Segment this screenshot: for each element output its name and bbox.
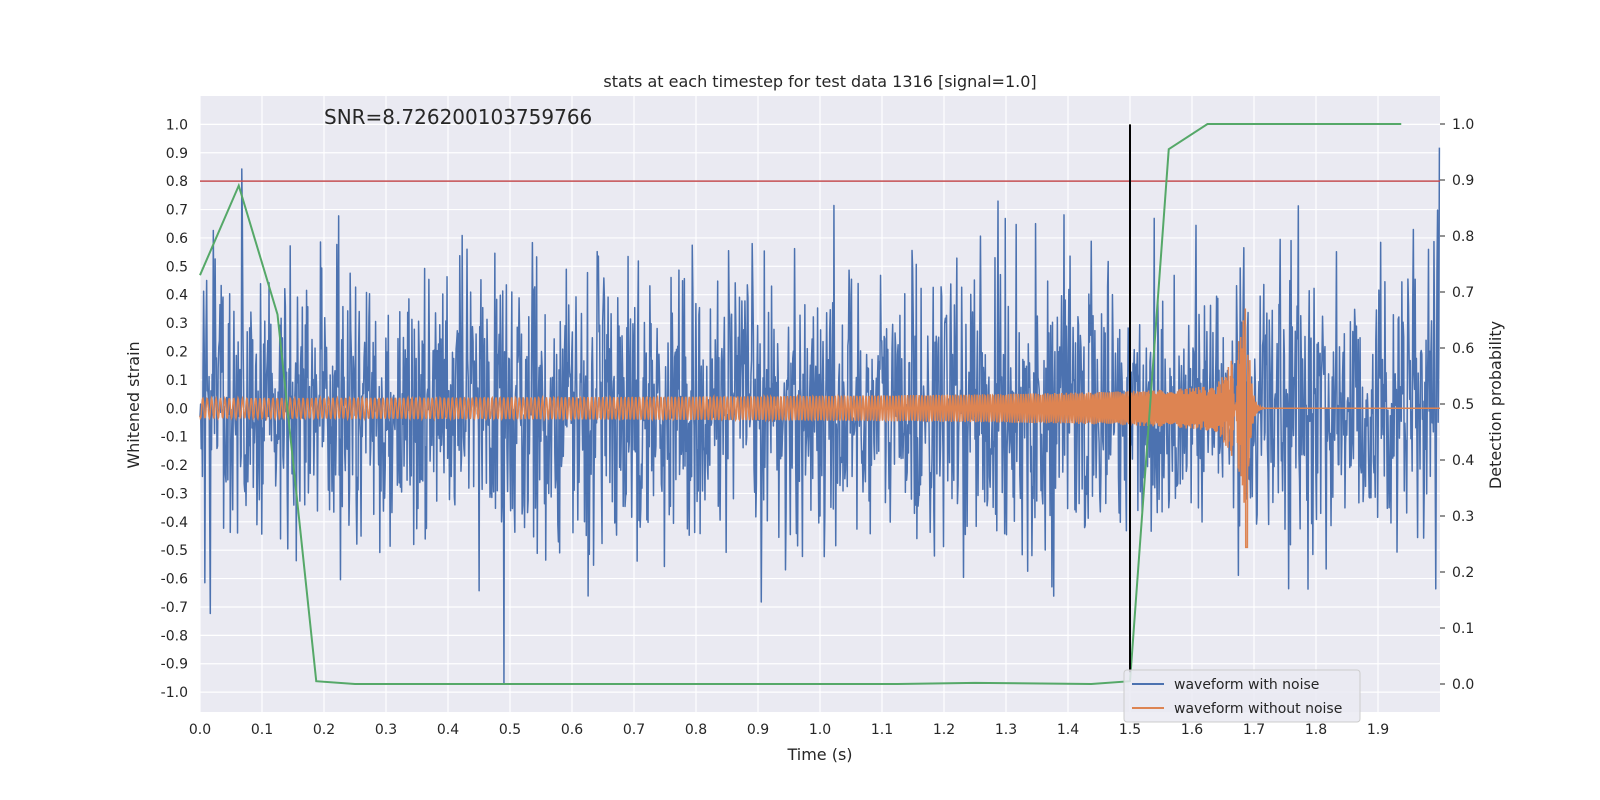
y-tick-label: -0.8 bbox=[161, 628, 188, 644]
y-tick-label: 0.5 bbox=[166, 259, 188, 275]
x-tick-label: 1.0 bbox=[809, 722, 831, 738]
snr-annotation: SNR=8.726200103759766 bbox=[324, 105, 592, 129]
chart-title: stats at each timestep for test data 131… bbox=[603, 72, 1036, 91]
x-tick-label: 0.4 bbox=[437, 722, 459, 738]
y2-tick-label: 0.0 bbox=[1452, 677, 1474, 693]
legend-box bbox=[1123, 669, 1361, 723]
y-tick-label: 0.2 bbox=[166, 344, 188, 360]
x-axis-label: Time (s) bbox=[786, 745, 852, 764]
series-detection-probability bbox=[199, 123, 1402, 686]
y-tick-label: 0.4 bbox=[166, 288, 188, 304]
x-tick-label: 0.1 bbox=[251, 722, 273, 738]
x-tick-label: 0.3 bbox=[375, 722, 397, 738]
series-layer bbox=[199, 123, 1441, 686]
x-tick-label: 1.8 bbox=[1305, 722, 1327, 738]
x-tick-label: 0.6 bbox=[561, 722, 583, 738]
y-tick-label: 0.3 bbox=[166, 316, 188, 332]
x-tick-label: 1.7 bbox=[1243, 722, 1265, 738]
y2-tick-label: 0.5 bbox=[1452, 397, 1474, 413]
y2-tick-label: 0.1 bbox=[1452, 621, 1474, 637]
y2-tick-label: 0.4 bbox=[1452, 453, 1474, 469]
y-tick-label: 0.1 bbox=[166, 373, 188, 389]
y-tick-label: 0.7 bbox=[166, 203, 188, 219]
y-tick-labels: 1.0 0.9 0.8 0.7 0.6 0.5 0.4 0.3 0.2 0.1 0.0 -0.1 -0.… bbox=[161, 117, 188, 701]
y-tick-label: -0.7 bbox=[161, 600, 188, 616]
x-tick-label: 1.3 bbox=[995, 722, 1017, 738]
x-tick-label: 1.9 bbox=[1367, 722, 1389, 738]
x-tick-label: 0.7 bbox=[623, 722, 645, 738]
y-axis-label: Whitened strain bbox=[124, 341, 143, 468]
x-tick-label: 1.1 bbox=[871, 722, 893, 738]
y-tick-label: -0.6 bbox=[161, 572, 188, 588]
x-tick-label: 0.8 bbox=[685, 722, 707, 738]
x-tick-label: 0.2 bbox=[313, 722, 335, 738]
y-tick-label: -0.2 bbox=[161, 458, 188, 474]
y2-tick-label: 0.9 bbox=[1452, 173, 1474, 189]
y-tick-label: -0.5 bbox=[161, 543, 188, 559]
y-tick-label: 0.8 bbox=[166, 174, 188, 190]
x-tick-labels: 0.0 0.1 0.2 0.3 0.4 0.5 0.6 0.7 0.8 0.9 1.0 1.1 1.2 1… bbox=[189, 722, 1389, 738]
x-tick-label: 1.5 bbox=[1119, 722, 1141, 738]
y2-tick-label: 1.0 bbox=[1452, 117, 1474, 133]
y-tick-label: -1.0 bbox=[161, 685, 188, 701]
y2-tick-label: 0.3 bbox=[1452, 509, 1474, 525]
x-tick-label: 1.4 bbox=[1057, 722, 1079, 738]
y2-tick-label: 0.2 bbox=[1452, 565, 1474, 581]
x-tick-label: 0.9 bbox=[747, 722, 769, 738]
x-tick-label: 0.5 bbox=[499, 722, 521, 738]
y2-tick-label: 0.7 bbox=[1452, 285, 1474, 301]
y-tick-label: -0.1 bbox=[161, 430, 188, 446]
y-tick-label: -0.9 bbox=[161, 657, 188, 673]
y-tick-label: 1.0 bbox=[166, 117, 188, 133]
legend: waveform with noise waveform without noi… bbox=[1123, 669, 1361, 723]
series-waveform-without-noise bbox=[199, 308, 1440, 549]
y2-tick-labels: 1.0 0.9 0.8 0.7 0.6 0.5 0.4 0.3 0.2 0.1 0.0 bbox=[1440, 117, 1474, 693]
y-tick-label: 0.9 bbox=[166, 146, 188, 162]
y2-tick-label: 0.6 bbox=[1452, 341, 1474, 357]
y-tick-label: -0.3 bbox=[161, 486, 188, 502]
legend-entry-noise: waveform with noise bbox=[1174, 677, 1319, 693]
y-tick-label: 0.6 bbox=[166, 231, 188, 247]
legend-entry-clean: waveform without noise bbox=[1174, 701, 1342, 717]
x-tick-label: 0.0 bbox=[189, 722, 211, 738]
y-tick-label: -0.4 bbox=[161, 515, 188, 531]
y2-tick-label: 0.8 bbox=[1452, 229, 1474, 245]
x-tick-label: 1.2 bbox=[933, 722, 955, 738]
y2-axis-label: Detection probability bbox=[1486, 321, 1505, 489]
y-tick-label: 0.0 bbox=[166, 401, 188, 417]
x-tick-label: 1.6 bbox=[1181, 722, 1203, 738]
